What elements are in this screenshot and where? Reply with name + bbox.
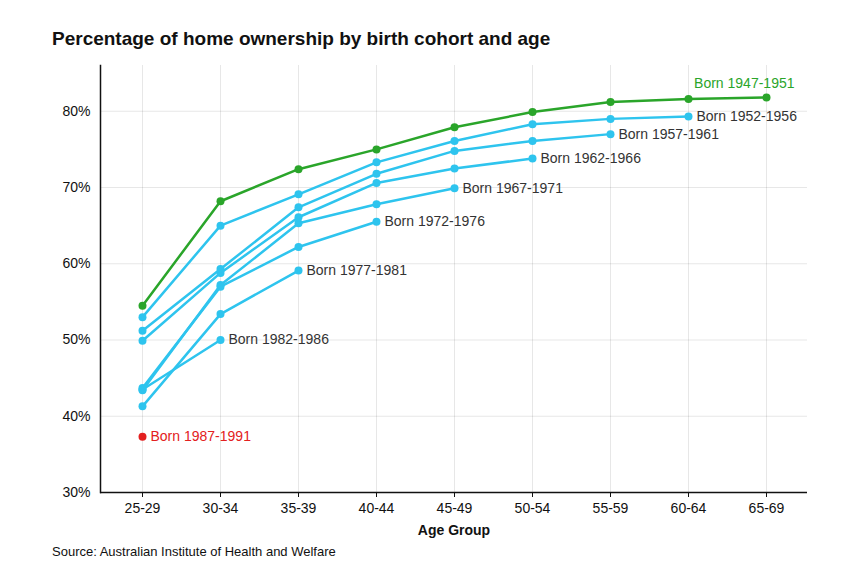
svg-text:30-34: 30-34 [203, 500, 239, 516]
svg-text:45-49: 45-49 [437, 500, 473, 516]
svg-text:50%: 50% [62, 331, 90, 347]
svg-text:Born 1982-1986: Born 1982-1986 [229, 331, 330, 347]
svg-text:Born 1962-1966: Born 1962-1966 [541, 150, 642, 166]
svg-text:40-44: 40-44 [359, 500, 395, 516]
svg-text:Born 1957-1961: Born 1957-1961 [619, 126, 720, 142]
svg-text:60-64: 60-64 [671, 500, 707, 516]
svg-text:Age Group: Age Group [418, 522, 490, 538]
svg-text:50-54: 50-54 [515, 500, 551, 516]
svg-text:Born 1967-1971: Born 1967-1971 [463, 180, 564, 196]
svg-text:55-59: 55-59 [593, 500, 629, 516]
html-text:Percentage of home ownership b: Percentage of home ownership by birth co… [52, 28, 551, 49]
svg-text:Born 1987-1991: Born 1987-1991 [151, 428, 252, 444]
svg-text:35-39: 35-39 [281, 500, 317, 516]
svg-text:Born 1977-1981: Born 1977-1981 [307, 262, 408, 278]
svg-text:25-29: 25-29 [125, 500, 161, 516]
svg-text:Born 1952-1956: Born 1952-1956 [697, 108, 798, 124]
svg-text:80%: 80% [62, 103, 90, 119]
html-text:Source: Australian Institute o: Source: Australian Institute of Health a… [52, 544, 336, 559]
svg-text:40%: 40% [62, 408, 90, 424]
svg-text:70%: 70% [62, 179, 90, 195]
svg-text:Born 1972-1976: Born 1972-1976 [385, 213, 486, 229]
svg-text:65-69: 65-69 [749, 500, 785, 516]
svg-text:30%: 30% [62, 484, 90, 500]
svg-text:60%: 60% [62, 255, 90, 271]
svg-text:Born 1947-1951: Born 1947-1951 [694, 75, 795, 91]
